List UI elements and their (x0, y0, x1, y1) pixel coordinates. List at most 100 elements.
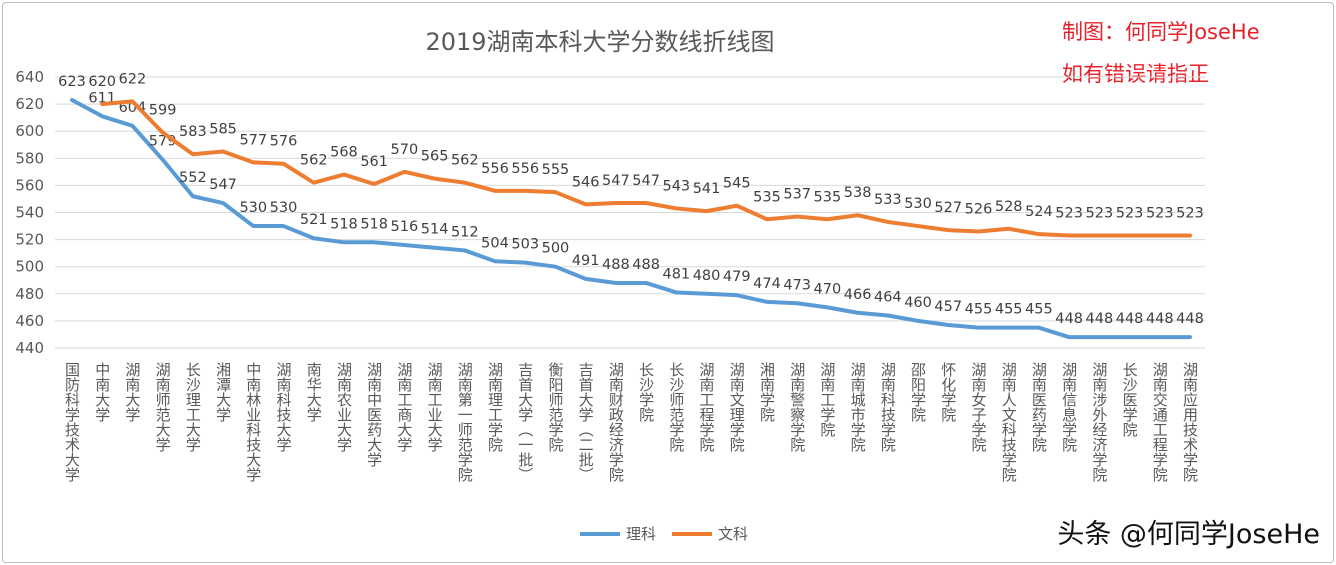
data-point (100, 102, 104, 106)
y-tick-label: 440 (15, 339, 44, 357)
data-point (463, 181, 467, 185)
x-tick-label: 湖南理工学院 (486, 362, 504, 453)
data-label: 535 (753, 189, 781, 205)
data-label: 576 (270, 134, 298, 150)
data-point (493, 189, 497, 193)
data-point (735, 204, 739, 208)
data-point (674, 290, 678, 294)
data-point (463, 248, 467, 252)
data-label: 547 (632, 173, 660, 189)
data-label: 488 (632, 257, 660, 273)
data-point (553, 265, 557, 269)
data-label: 448 (1086, 311, 1114, 327)
data-point (1037, 326, 1041, 330)
x-tick-label: 南华大学 (305, 362, 323, 422)
data-label: 464 (874, 289, 902, 305)
data-point (1188, 335, 1192, 339)
data-point (1158, 335, 1162, 339)
data-label: 530 (239, 200, 267, 216)
data-label: 546 (572, 174, 600, 190)
x-tick-label: 衡阳师范学院 (546, 362, 564, 453)
data-point (70, 98, 74, 102)
x-tick-label: 湖南第一师范学院 (456, 362, 474, 483)
data-point (493, 259, 497, 263)
data-point (1067, 234, 1071, 238)
data-point (433, 177, 437, 181)
data-point (1188, 234, 1192, 238)
x-tick-label: 中南大学 (93, 362, 111, 422)
data-label: 448 (1116, 311, 1144, 327)
data-label: 481 (662, 266, 690, 282)
data-label: 547 (209, 177, 237, 193)
data-label: 556 (511, 161, 539, 177)
data-point (282, 162, 286, 166)
data-point (191, 152, 195, 156)
x-tick-label: 中南林业科技大学 (244, 362, 262, 482)
data-point (251, 160, 255, 164)
y-tick-label: 520 (15, 231, 44, 249)
data-point (1037, 232, 1041, 236)
x-tick-label: 吉首大学（一批） (516, 362, 534, 482)
data-label: 523 (1055, 206, 1083, 222)
data-label: 543 (662, 178, 690, 194)
data-label: 474 (753, 276, 781, 292)
data-point (1007, 227, 1011, 231)
x-tick-label: 湖南财政经济学院 (607, 362, 625, 483)
x-tick-label: 湖南大学 (123, 362, 141, 422)
data-label: 535 (814, 189, 842, 205)
data-point (916, 319, 920, 323)
x-tick-label: 湖南工商大学 (395, 362, 413, 452)
data-label: 585 (209, 122, 237, 138)
data-label: 620 (88, 74, 116, 90)
data-label: 527 (934, 200, 962, 216)
data-point (553, 190, 557, 194)
data-label: 514 (421, 222, 449, 238)
data-label: 503 (511, 237, 539, 253)
data-point (886, 313, 890, 317)
data-label: 552 (179, 170, 207, 186)
x-tick-label: 湖南交通工程学院 (1151, 362, 1169, 483)
data-label: 565 (421, 149, 449, 165)
data-label: 556 (481, 161, 509, 177)
data-point (584, 277, 588, 281)
data-point (644, 281, 648, 285)
data-label: 562 (300, 153, 328, 169)
data-point (795, 215, 799, 219)
data-label: 561 (360, 154, 388, 170)
data-label: 466 (844, 287, 872, 303)
data-point (402, 243, 406, 247)
data-label: 523 (1116, 206, 1144, 222)
y-tick-label: 600 (15, 122, 44, 140)
data-label: 570 (391, 142, 419, 158)
data-point (946, 323, 950, 327)
data-label: 583 (179, 124, 207, 140)
data-point (191, 194, 195, 198)
data-point (614, 201, 618, 205)
data-label: 448 (1176, 311, 1204, 327)
x-tick-label: 邵阳学院 (909, 362, 927, 423)
watermark: 头条 @何同学JoseHe (1057, 519, 1320, 550)
x-tick-label: 湖南信息学院 (1060, 362, 1078, 453)
data-label: 448 (1146, 311, 1174, 327)
data-point (856, 311, 860, 315)
data-point (644, 201, 648, 205)
x-tick-label: 湖南涉外经济学院 (1090, 362, 1108, 483)
data-label: 562 (451, 153, 479, 169)
data-point (825, 217, 829, 221)
data-point (705, 292, 709, 296)
x-tick-label: 湖南工学院 (818, 362, 836, 438)
data-label: 518 (330, 216, 358, 232)
data-label: 488 (602, 257, 630, 273)
data-point (584, 202, 588, 206)
data-point (221, 150, 225, 154)
y-tick-label: 500 (15, 258, 44, 276)
y-tick-label: 460 (15, 312, 44, 330)
data-point (856, 213, 860, 217)
y-tick-label: 640 (15, 68, 44, 86)
data-point (312, 236, 316, 240)
data-label: 460 (904, 295, 932, 311)
data-label: 530 (270, 200, 298, 216)
x-tick-label: 湘潭大学 (214, 362, 232, 422)
data-point (523, 261, 527, 265)
